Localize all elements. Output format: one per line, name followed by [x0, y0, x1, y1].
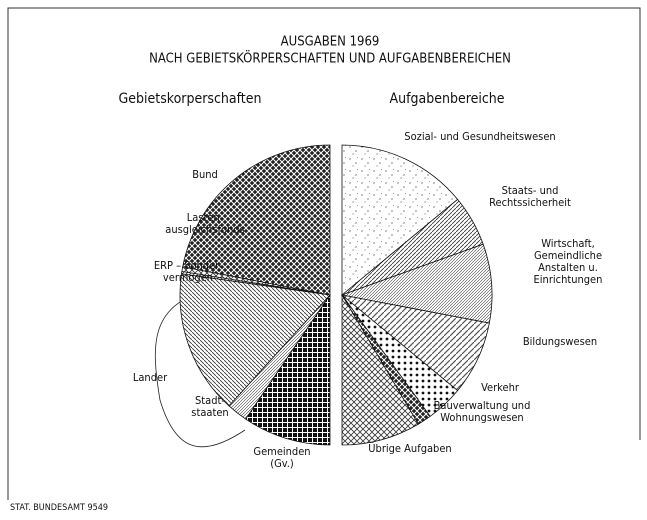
- slice-label: Bildungswesen: [522, 335, 598, 348]
- source: STAT. BUNDESAMT 9549: [10, 503, 109, 513]
- slice-label: Stadt- staaten: [191, 394, 229, 419]
- slice-label: Sozial- und Gesundheitswesen: [404, 130, 556, 143]
- pie-slice: [182, 144, 331, 296]
- pie-slice: [179, 273, 331, 407]
- title: AUSGABEN 1969: [280, 34, 380, 50]
- pie-slice: [341, 293, 419, 446]
- slice-label: Gemeinden (Gv.): [253, 445, 311, 470]
- slice-label: Übrige Aufgaben: [368, 442, 452, 455]
- slice-label: Bund: [192, 168, 218, 181]
- frame: [7, 7, 641, 500]
- bracket: [154, 286, 246, 448]
- slice-label: Staats- und Rechtssicherheit: [489, 184, 571, 209]
- slice-label: Bauverwaltung und Wohnungswesen: [433, 399, 531, 424]
- pie-slice: [341, 144, 459, 296]
- slice-label: Lasten- ausgleichsfonds: [165, 211, 245, 236]
- slice-label: ERP – Sonder- vermogen: [153, 259, 223, 284]
- slice-label: Wirtschaft, Gemeindliche Anstalten u. Ei…: [533, 237, 603, 286]
- slice-label: Verkehr: [481, 381, 519, 394]
- pie-slice: [245, 293, 331, 446]
- chart-subtitle: Aufgabenbereiche: [389, 91, 505, 107]
- title: NACH GEBIETSKÖRPERSCHAFTEN UND AUFGABENB…: [149, 51, 511, 67]
- chart-subtitle: Gebietskorperschaften: [118, 91, 262, 107]
- slice-label: Lander: [132, 371, 168, 384]
